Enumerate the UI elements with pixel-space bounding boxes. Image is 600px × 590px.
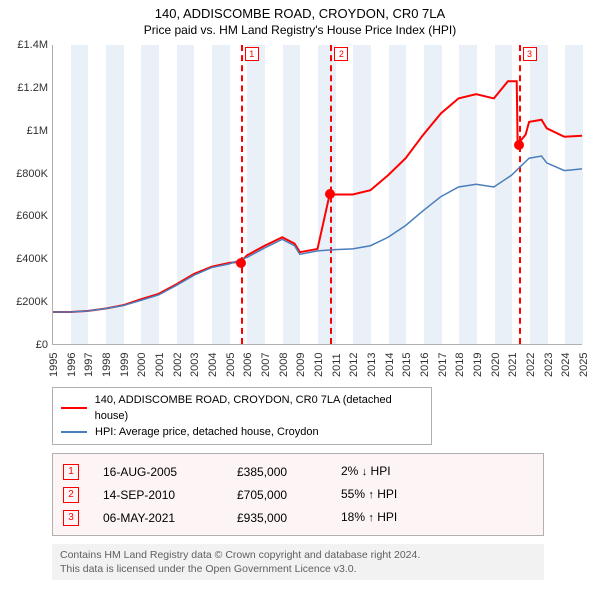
sale-line [519, 45, 521, 344]
x-tick-label: 2004 [207, 353, 219, 377]
legend: 140, ADDISCOMBE ROAD, CROYDON, CR0 7LA (… [52, 387, 432, 445]
x-tick-label: 2000 [136, 353, 148, 377]
sale-dot [236, 258, 246, 268]
sale-price: £385,000 [237, 461, 317, 483]
arrow-down-icon: ↓ [362, 466, 368, 478]
sale-line [241, 45, 243, 344]
legend-label: 140, ADDISCOMBE ROAD, CROYDON, CR0 7LA (… [95, 392, 423, 424]
chart-title-block: 140, ADDISCOMBE ROAD, CROYDON, CR0 7LA P… [0, 0, 600, 41]
year-band [212, 45, 230, 344]
sale-price: £935,000 [237, 507, 317, 529]
year-band [389, 45, 407, 344]
x-tick-label: 2011 [331, 353, 343, 377]
x-tick-label: 2012 [348, 353, 360, 377]
sale-badge: 1 [63, 464, 79, 480]
legend-label: HPI: Average price, detached house, Croy… [95, 424, 319, 440]
sale-pct: 2% ↓ HPI [341, 460, 441, 483]
year-band [141, 45, 159, 344]
legend-item-hpi: HPI: Average price, detached house, Croy… [61, 424, 423, 440]
sale-badge-2: 2 [334, 47, 348, 61]
x-tick-label: 2024 [560, 353, 572, 377]
footer-line2: This data is licensed under the Open Gov… [60, 562, 536, 576]
x-tick-label: 2022 [525, 353, 537, 377]
x-tick-label: 2025 [578, 353, 590, 377]
sale-pct: 18% ↑ HPI [341, 506, 441, 529]
x-tick-label: 2006 [242, 353, 254, 377]
arrow-up-icon: ↑ [368, 489, 374, 501]
legend-item-property: 140, ADDISCOMBE ROAD, CROYDON, CR0 7LA (… [61, 392, 423, 424]
sale-row: 2 14-SEP-2010 £705,000 55% ↑ HPI [63, 483, 533, 506]
x-tick-label: 2019 [472, 353, 484, 377]
year-band [247, 45, 265, 344]
year-band [530, 45, 548, 344]
legend-swatch [61, 407, 87, 409]
x-tick-label: 2005 [225, 353, 237, 377]
y-tick-label: £200K [8, 296, 48, 308]
sale-date: 14-SEP-2010 [103, 484, 213, 506]
legend-swatch [61, 431, 87, 433]
sale-date: 06-MAY-2021 [103, 507, 213, 529]
sale-badge-3: 3 [523, 47, 537, 61]
sale-dot [514, 140, 524, 150]
year-band [353, 45, 371, 344]
sale-price: £705,000 [237, 484, 317, 506]
plot-area: 1 2 3 [52, 45, 582, 345]
x-tick-label: 2013 [366, 353, 378, 377]
x-tick-label: 2014 [384, 353, 396, 377]
sale-badge: 2 [63, 487, 79, 503]
year-band [424, 45, 442, 344]
arrow-up-icon: ↑ [368, 512, 374, 524]
x-tick-label: 2003 [189, 353, 201, 377]
x-tick-label: 2009 [295, 353, 307, 377]
x-tick-label: 1997 [83, 353, 95, 377]
sale-badge: 3 [63, 510, 79, 526]
year-band [177, 45, 195, 344]
sale-row: 3 06-MAY-2021 £935,000 18% ↑ HPI [63, 506, 533, 529]
year-band [459, 45, 477, 344]
x-tick-label: 2001 [154, 353, 166, 377]
x-tick-label: 1999 [119, 353, 131, 377]
sale-badge-1: 1 [245, 47, 259, 61]
sale-dot [325, 189, 335, 199]
sale-row: 1 16-AUG-2005 £385,000 2% ↓ HPI [63, 460, 533, 483]
x-tick-label: 2021 [507, 353, 519, 377]
x-tick-label: 2016 [419, 353, 431, 377]
y-tick-label: £1.4M [8, 39, 48, 51]
x-tick-label: 2002 [172, 353, 184, 377]
x-tick-label: 2020 [490, 353, 502, 377]
x-tick-label: 1998 [101, 353, 113, 377]
x-tick-label: 2010 [313, 353, 325, 377]
year-band [565, 45, 583, 344]
sales-table: 1 16-AUG-2005 £385,000 2% ↓ HPI 2 14-SEP-2010… [52, 453, 544, 536]
y-tick-label: £400K [8, 253, 48, 265]
year-band [106, 45, 124, 344]
x-tick-label: 2017 [437, 353, 449, 377]
footer-line1: Contains HM Land Registry data © Crown c… [60, 548, 536, 562]
sale-pct: 55% ↑ HPI [341, 483, 441, 506]
year-band [283, 45, 301, 344]
y-tick-label: £1M [8, 125, 48, 137]
year-band [495, 45, 513, 344]
x-tick-label: 1995 [48, 353, 60, 377]
x-tick-label: 2008 [278, 353, 290, 377]
year-band [71, 45, 89, 344]
x-tick-label: 2007 [260, 353, 272, 377]
x-tick-label: 1996 [66, 353, 78, 377]
x-tick-label: 2018 [454, 353, 466, 377]
y-tick-label: £600K [8, 210, 48, 222]
y-tick-label: £0 [8, 339, 48, 351]
y-tick-label: £800K [8, 168, 48, 180]
title-line1: 140, ADDISCOMBE ROAD, CROYDON, CR0 7LA [0, 6, 600, 21]
sale-date: 16-AUG-2005 [103, 461, 213, 483]
chart-area: £0£200K£400K£600K£800K£1M£1.2M£1.4M 123 … [40, 41, 600, 381]
x-tick-label: 2023 [543, 353, 555, 377]
y-tick-label: £1.2M [8, 82, 48, 94]
x-tick-label: 2015 [401, 353, 413, 377]
title-line2: Price paid vs. HM Land Registry's House … [0, 23, 600, 37]
footer-attribution: Contains HM Land Registry data © Crown c… [52, 544, 544, 580]
